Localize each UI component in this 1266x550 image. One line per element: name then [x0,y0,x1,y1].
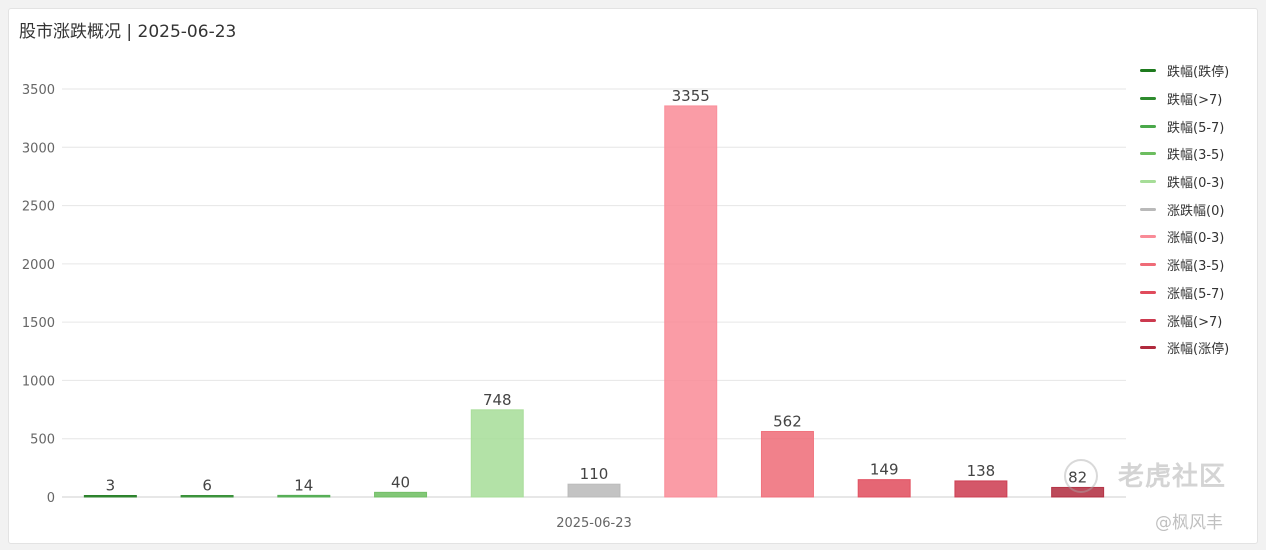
bar-value-label: 3355 [672,87,710,105]
legend-label: 涨跌幅(0) [1167,203,1225,219]
legend-label: 跌幅(>7) [1167,93,1223,109]
bar [83,495,137,498]
bar-value-label: 149 [870,461,899,479]
legend-label: 跌幅(5-7) [1167,120,1225,136]
y-tick-label: 3500 [22,83,55,98]
legend-label: 涨幅(>7) [1167,314,1223,330]
chart-card: 股市涨跌概况 | 2025-06-23 跌幅(跌停) 跌幅(>7) 跌幅(5-7) 跌… [8,8,1258,544]
bar [374,491,428,498]
y-tick-label: 500 [30,433,55,448]
bar-value-label: 748 [483,391,512,409]
bar-value-label: 110 [580,465,609,483]
watermark-logo-icon [1064,459,1098,493]
legend-label: 涨幅(涨停) [1167,342,1230,358]
watermark-author: @枫风丰 [1155,513,1223,533]
legend-swatch [1140,207,1156,211]
legend-label: 涨幅(5-7) [1167,286,1225,302]
x-tick-label: 2025-06-23 [556,516,632,531]
bar [954,480,1008,498]
y-tick-label: 2500 [22,200,55,215]
legend-item[interactable]: 涨幅(3-5) [1140,251,1255,279]
legend-label: 跌幅(跌停) [1167,65,1230,81]
bar [857,479,911,498]
legend-item[interactable]: 涨跌幅(0) [1140,195,1255,223]
bar-value-label: 138 [967,462,996,480]
watermark-text: 老虎社区 [1118,462,1227,492]
legend-label: 涨幅(0-3) [1167,231,1225,247]
legend-swatch [1140,124,1156,128]
y-tick-label: 3000 [22,141,55,156]
bar [180,495,234,498]
legend-swatch [1140,235,1156,239]
y-tick-label: 1000 [22,374,55,389]
legend-item[interactable]: 涨幅(0-3) [1140,223,1255,251]
legend-item[interactable]: 涨幅(>7) [1140,306,1255,334]
legend-item[interactable]: 跌幅(跌停) [1140,57,1255,85]
bar [277,494,331,498]
legend-label: 涨幅(3-5) [1167,259,1225,275]
y-tick-label: 2000 [22,258,55,273]
chart-title: 股市涨跌概况 | 2025-06-23 [19,22,237,42]
bar [760,430,814,498]
legend-item[interactable]: 跌幅(3-5) [1140,140,1255,168]
bar-value-label: 40 [391,473,410,491]
y-tick-label: 0 [47,491,55,506]
legend-label: 跌幅(0-3) [1167,176,1225,192]
legend-swatch [1140,346,1156,350]
legend-swatch [1140,69,1156,73]
legend-item[interactable]: 跌幅(0-3) [1140,168,1255,196]
legend-swatch [1140,290,1156,294]
legend: 跌幅(跌停) 跌幅(>7) 跌幅(5-7) 跌幅(3-5) 跌幅(0-3) 涨跌幅(0) 涨… [1140,57,1255,362]
legend-item[interactable]: 跌幅(5-7) [1140,112,1255,140]
bar [470,409,524,498]
legend-swatch [1140,97,1156,101]
legend-swatch [1140,180,1156,184]
bar [664,105,718,498]
bar-value-label: 562 [773,412,802,430]
bar-value-label: 6 [202,477,212,495]
y-tick-label: 1500 [22,316,55,331]
legend-swatch [1140,263,1156,267]
legend-item[interactable]: 涨幅(5-7) [1140,279,1255,307]
bar-value-label: 14 [294,476,313,494]
legend-swatch [1140,152,1156,156]
bar [567,483,621,498]
legend-swatch [1140,318,1156,322]
legend-item[interactable]: 跌幅(>7) [1140,85,1255,113]
legend-item[interactable]: 涨幅(涨停) [1140,334,1255,362]
legend-label: 跌幅(3-5) [1167,148,1225,164]
bar-value-label: 3 [106,477,116,495]
